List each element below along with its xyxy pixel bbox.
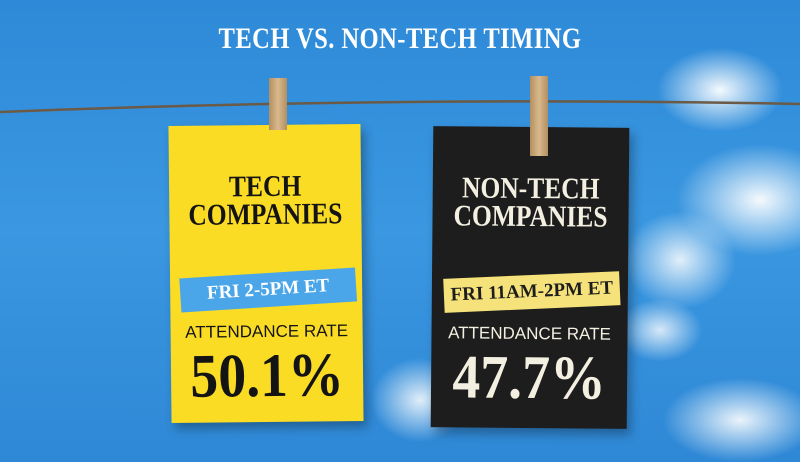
- rope: [0, 100, 800, 114]
- card-tech: TECH COMPANIES FRI 2-5PM ET ATTENDANCE RA…: [168, 124, 364, 423]
- time-ribbon: FRI 11AM-2PM ET: [443, 271, 621, 313]
- card-non-tech: NON-TECH COMPANIES FRI 11AM-2PM ET ATTEND…: [430, 126, 630, 429]
- time-ribbon: FRI 2-5PM ET: [179, 267, 358, 313]
- clothespin: [269, 78, 287, 130]
- rate-value: 47.7%: [452, 343, 607, 413]
- title: TECH VS. NON-TECH TIMING: [218, 22, 582, 55]
- heading-line: COMPANIES: [453, 199, 608, 234]
- card-heading: TECH COMPANIES: [183, 170, 347, 232]
- card-heading: NON-TECH COMPANIES: [447, 171, 614, 234]
- rate-value: 50.1%: [189, 341, 345, 411]
- clothespin: [530, 76, 548, 156]
- heading-line: COMPANIES: [188, 197, 343, 232]
